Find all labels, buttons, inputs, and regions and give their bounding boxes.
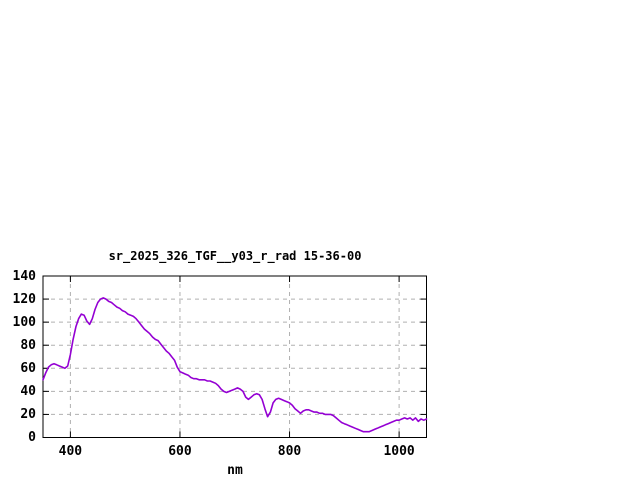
y-tick-label: 100: [12, 314, 36, 330]
y-tick-label: 60: [20, 360, 36, 376]
y-tick-label: 120: [12, 291, 36, 307]
plot-frame: [42, 275, 427, 438]
y-tick-label: 0: [28, 430, 36, 445]
x-tick-label: 1000: [383, 444, 415, 459]
x-tick-label: 400: [58, 444, 83, 459]
y-tick-label: 20: [20, 406, 36, 422]
y-tick-label: 80: [20, 337, 36, 353]
x-axis-title: nm: [227, 463, 243, 478]
y-tick-label: 40: [20, 383, 36, 399]
chart-title: sr_2025_326_TGF__y03_r_rad 15-36-00: [108, 249, 362, 263]
x-tick-label: 600: [168, 444, 192, 459]
x-tick-label: 800: [277, 444, 302, 459]
spectrum-line: [42, 297, 428, 433]
y-tick-label: 140: [12, 268, 36, 284]
